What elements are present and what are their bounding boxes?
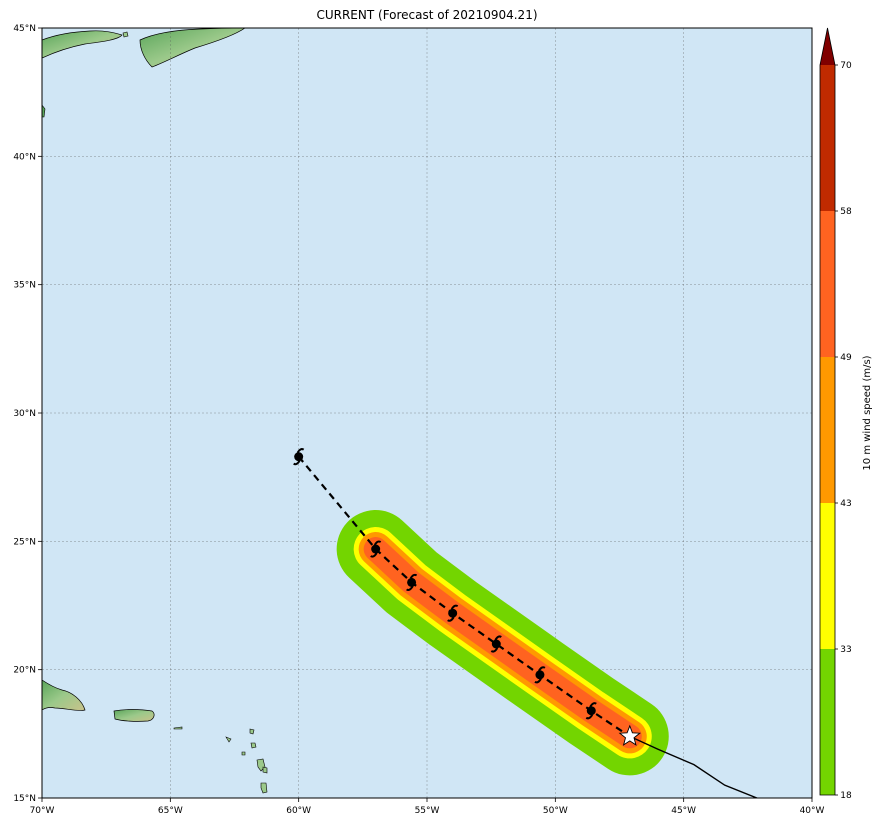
land-nova-scotia: [42, 30, 123, 59]
hurricane-symbol-icon: [534, 666, 546, 684]
colorbar-segment: [820, 357, 835, 503]
colorbar-tick-label: 43: [840, 499, 851, 509]
land-hispaniola: [42, 679, 86, 711]
lon-tick-label: 45°W: [671, 806, 696, 816]
lat-tick-label: 40°N: [13, 152, 36, 162]
lon-tick-label: 60°W: [286, 806, 311, 816]
lat-tick-label: 15°N: [13, 794, 36, 804]
colorbar-tick-label: 70: [840, 61, 852, 71]
lon-tick-label: 70°W: [30, 806, 55, 816]
colorbar-tick-label: 49: [840, 353, 852, 363]
lat-tick-label: 25°N: [13, 537, 36, 547]
colorbar: 18 33 43 49 58 70: [819, 27, 852, 801]
land-puerto-rico: [113, 709, 155, 722]
colorbar-extend-triangle: [820, 28, 835, 65]
lat-tick-label: 20°N: [13, 666, 36, 676]
colorbar-label: 10 m wind speed (m/s): [862, 355, 873, 470]
colorbar-segment: [820, 649, 835, 795]
colorbar-segment: [820, 503, 835, 649]
current-position-star-icon: [618, 724, 642, 746]
axis-ticks: 70°W 65°W 60°W 55°W 50°W 45°W 40°W 15°N 20°N 25°N…: [13, 24, 824, 816]
colorbar-tick-label: 33: [840, 645, 851, 655]
colorbar-tick-label: 58: [840, 207, 852, 217]
lat-tick-label: 35°N: [13, 281, 36, 291]
hurricane-symbol-icon: [447, 604, 459, 622]
colorbar-tick-label: 18: [840, 791, 852, 801]
colorbar-segment: [820, 65, 835, 211]
lon-tick-label: 55°W: [415, 806, 440, 816]
lon-tick-label: 40°W: [800, 806, 825, 816]
land-layer: [42, 28, 268, 794]
colorbar-segment: [820, 211, 835, 357]
lon-tick-label: 50°W: [543, 806, 568, 816]
hurricane-symbol-icon: [585, 702, 597, 720]
hurricane-symbol-icon: [293, 448, 305, 466]
hurricane-symbol-icon: [370, 540, 382, 558]
map-title: CURRENT (Forecast of 20210904.21): [316, 8, 538, 22]
land-newfoundland: [139, 28, 246, 68]
lat-tick-label: 45°N: [13, 24, 36, 34]
lon-tick-label: 65°W: [158, 806, 183, 816]
observed-track-line: [629, 735, 759, 798]
hurricane-symbol-icon: [406, 573, 418, 591]
storm-track: [293, 448, 759, 798]
hurricane-symbol-icon: [490, 635, 502, 653]
lat-tick-label: 30°N: [13, 409, 36, 419]
